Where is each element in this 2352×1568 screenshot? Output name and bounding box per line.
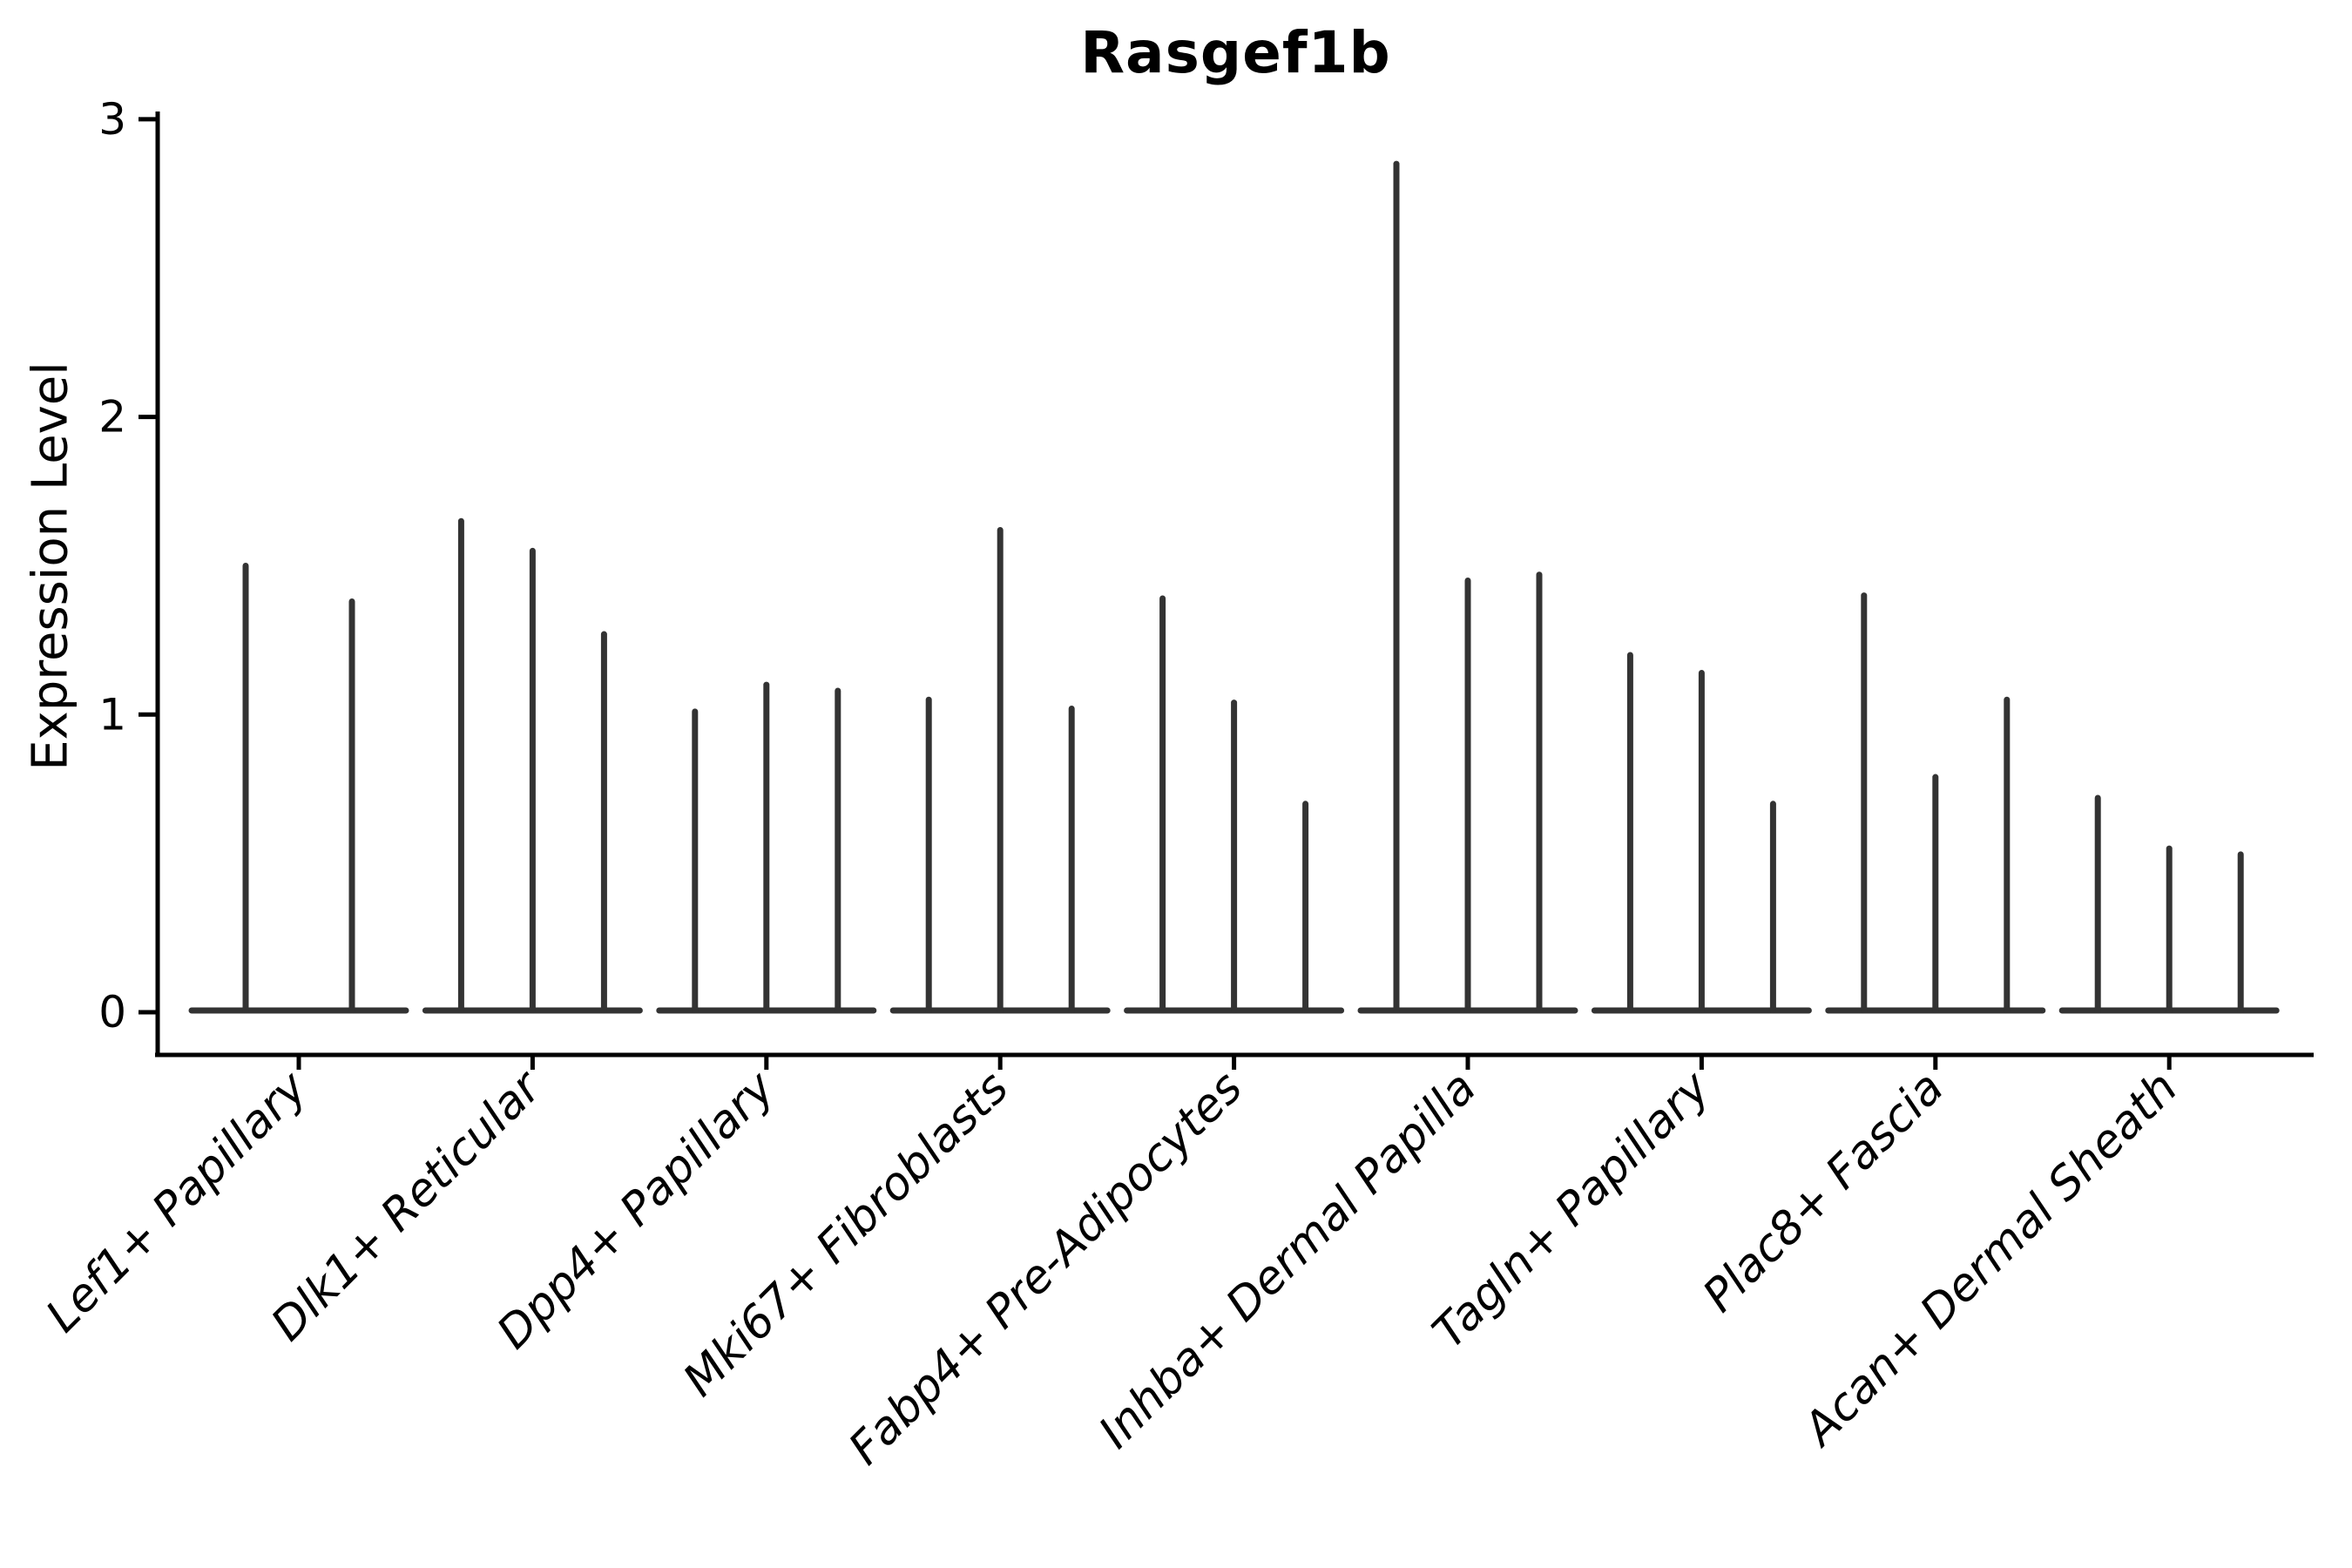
- x-tick-label: Inhba+ Dermal Papilla: [1089, 1062, 1486, 1459]
- y-tick-label: 2: [98, 392, 126, 443]
- y-tick-label: 0: [98, 987, 126, 1037]
- chart-title: Rasgef1b: [1080, 19, 1391, 86]
- y-tick-label: 1: [98, 689, 126, 740]
- x-tick-label: Acan+ Dermal Sheath: [1792, 1062, 2187, 1457]
- x-tick-label: Plac8+ Fascia: [1693, 1062, 1954, 1322]
- x-tick-label: Fabp4+ Pre-Adipocytes: [839, 1062, 1253, 1476]
- y-tick-label: 3: [98, 94, 126, 145]
